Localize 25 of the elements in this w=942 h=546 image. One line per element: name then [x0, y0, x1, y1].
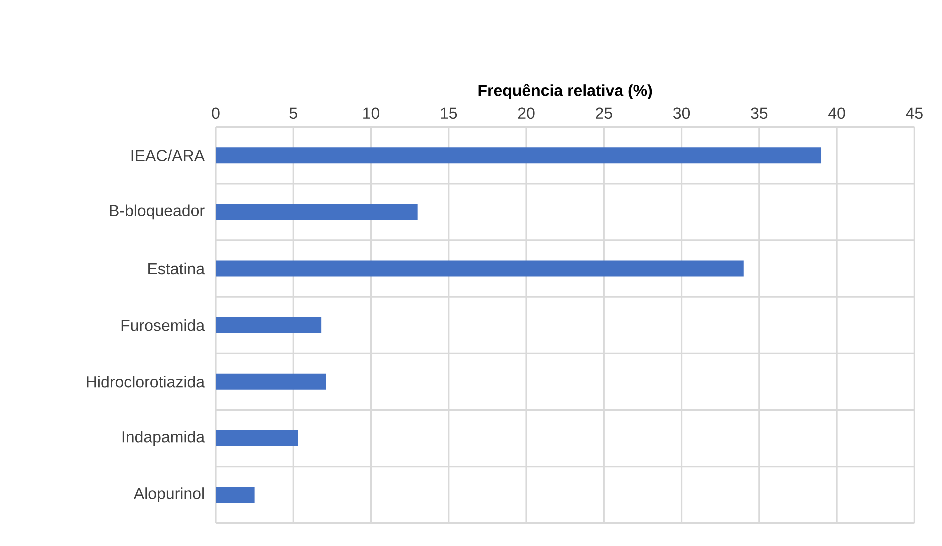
y-tick-label: B-bloqueador	[110, 204, 205, 220]
x-axis-title: Frequência relativa (%)	[478, 84, 652, 100]
y-tick-label: Hidroclorotiazida	[87, 376, 206, 388]
x-tick-label: 45	[906, 108, 923, 120]
x-tick-label: 15	[441, 108, 458, 120]
bar	[216, 317, 322, 334]
y-tick-label: Alopurinol	[134, 488, 204, 503]
x-tick-label: 25	[596, 108, 612, 120]
bar	[216, 260, 744, 277]
x-tick-label: 40	[828, 108, 846, 120]
bar	[216, 430, 298, 446]
y-tick-label: Estatina	[148, 262, 206, 275]
bar	[216, 374, 326, 390]
x-tick-label: 5	[290, 108, 298, 120]
bar	[216, 487, 255, 504]
bar	[216, 204, 418, 220]
y-tick-label: Indapamida	[122, 431, 206, 446]
bar	[216, 148, 822, 164]
x-tick-label: 35	[751, 108, 768, 120]
x-tick-label: 0	[212, 108, 220, 120]
x-tick-label: 20	[518, 108, 535, 120]
y-tick-label: IEAC/ARA	[132, 150, 206, 162]
y-tick-label: Furosemida	[122, 319, 206, 332]
x-tick-label: 10	[364, 108, 380, 120]
x-tick-label: 30	[673, 108, 690, 120]
